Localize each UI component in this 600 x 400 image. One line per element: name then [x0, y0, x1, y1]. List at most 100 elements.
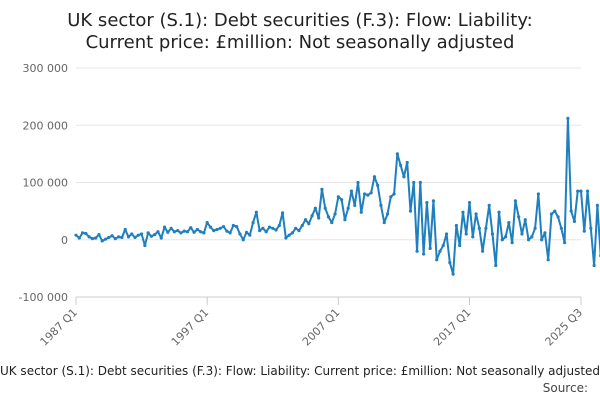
data-point[interactable]	[225, 229, 229, 233]
data-point[interactable]	[389, 195, 393, 199]
data-point[interactable]	[189, 226, 193, 230]
data-point[interactable]	[526, 238, 531, 242]
data-point[interactable]	[139, 232, 144, 236]
data-point[interactable]	[166, 230, 170, 234]
data-point[interactable]	[218, 226, 222, 230]
data-point[interactable]	[94, 236, 98, 240]
data-point[interactable]	[530, 235, 534, 239]
data-point[interactable]	[228, 231, 232, 235]
data-point[interactable]	[481, 249, 485, 253]
data-point[interactable]	[84, 231, 88, 236]
data-point[interactable]	[238, 232, 242, 236]
data-point[interactable]	[422, 252, 426, 256]
data-point[interactable]	[271, 226, 275, 230]
data-point[interactable]	[130, 232, 134, 236]
data-point[interactable]	[435, 258, 439, 262]
data-point[interactable]	[231, 223, 235, 228]
data-point[interactable]	[251, 220, 255, 225]
data-point[interactable]	[113, 237, 117, 241]
data-point[interactable]	[379, 203, 383, 207]
data-point[interactable]	[205, 220, 209, 225]
data-point[interactable]	[195, 227, 199, 232]
data-point[interactable]	[123, 227, 127, 232]
data-point[interactable]	[297, 228, 301, 233]
data-point[interactable]	[543, 231, 547, 235]
data-point[interactable]	[176, 228, 180, 233]
data-point[interactable]	[333, 212, 337, 216]
data-point[interactable]	[235, 224, 239, 229]
data-point[interactable]	[395, 152, 399, 156]
data-point[interactable]	[579, 189, 583, 193]
data-point[interactable]	[303, 218, 308, 222]
data-point[interactable]	[385, 212, 390, 216]
data-point[interactable]	[280, 211, 285, 215]
data-point[interactable]	[199, 230, 203, 234]
data-point[interactable]	[572, 219, 577, 224]
data-point[interactable]	[533, 226, 537, 230]
data-point[interactable]	[320, 187, 324, 191]
data-point[interactable]	[110, 234, 114, 238]
data-point[interactable]	[80, 231, 85, 235]
data-point[interactable]	[300, 223, 304, 228]
data-point[interactable]	[418, 180, 422, 185]
data-point[interactable]	[284, 236, 288, 240]
data-point[interactable]	[464, 232, 468, 236]
data-point[interactable]	[382, 220, 386, 225]
data-point[interactable]	[274, 228, 278, 232]
data-point[interactable]	[428, 246, 432, 250]
data-point[interactable]	[120, 235, 124, 240]
data-point[interactable]	[290, 231, 295, 235]
data-point[interactable]	[553, 209, 557, 213]
data-point[interactable]	[185, 230, 190, 234]
data-point[interactable]	[520, 232, 524, 236]
data-point[interactable]	[287, 233, 291, 237]
data-point[interactable]	[507, 220, 511, 225]
data-point[interactable]	[415, 249, 419, 253]
data-point[interactable]	[100, 239, 104, 243]
data-point[interactable]	[454, 223, 458, 228]
data-point[interactable]	[376, 183, 380, 187]
data-point[interactable]	[346, 206, 350, 210]
data-point[interactable]	[212, 228, 216, 233]
data-point[interactable]	[258, 228, 262, 233]
data-point[interactable]	[523, 218, 527, 222]
data-point[interactable]	[182, 229, 186, 233]
data-point[interactable]	[438, 249, 442, 253]
data-point[interactable]	[221, 224, 226, 229]
data-point[interactable]	[513, 199, 518, 203]
data-point[interactable]	[264, 230, 268, 234]
data-point[interactable]	[362, 192, 367, 196]
data-point[interactable]	[107, 235, 111, 240]
data-point[interactable]	[366, 193, 370, 197]
data-point[interactable]	[582, 229, 586, 233]
data-point[interactable]	[336, 195, 340, 199]
data-point[interactable]	[592, 263, 596, 268]
data-point[interactable]	[369, 191, 373, 195]
data-point[interactable]	[244, 230, 249, 234]
data-point[interactable]	[340, 198, 344, 202]
data-point[interactable]	[549, 212, 554, 216]
data-point[interactable]	[500, 238, 504, 242]
data-point[interactable]	[103, 237, 108, 241]
data-point[interactable]	[202, 231, 206, 235]
data-point[interactable]	[267, 225, 272, 229]
data-point[interactable]	[425, 200, 429, 205]
data-point[interactable]	[510, 241, 514, 245]
data-point[interactable]	[143, 243, 147, 248]
data-point[interactable]	[494, 263, 498, 268]
data-point[interactable]	[412, 180, 416, 185]
data-point[interactable]	[441, 243, 445, 248]
data-point[interactable]	[159, 236, 163, 240]
data-point[interactable]	[431, 199, 436, 203]
data-point[interactable]	[458, 243, 462, 248]
data-point[interactable]	[248, 233, 252, 237]
data-point[interactable]	[330, 220, 334, 225]
data-point[interactable]	[405, 160, 409, 165]
data-point[interactable]	[484, 226, 488, 230]
data-point[interactable]	[399, 163, 403, 167]
data-point[interactable]	[215, 227, 219, 232]
data-point[interactable]	[392, 192, 396, 196]
data-point[interactable]	[589, 226, 593, 230]
data-point[interactable]	[448, 261, 452, 265]
data-point[interactable]	[444, 232, 449, 236]
